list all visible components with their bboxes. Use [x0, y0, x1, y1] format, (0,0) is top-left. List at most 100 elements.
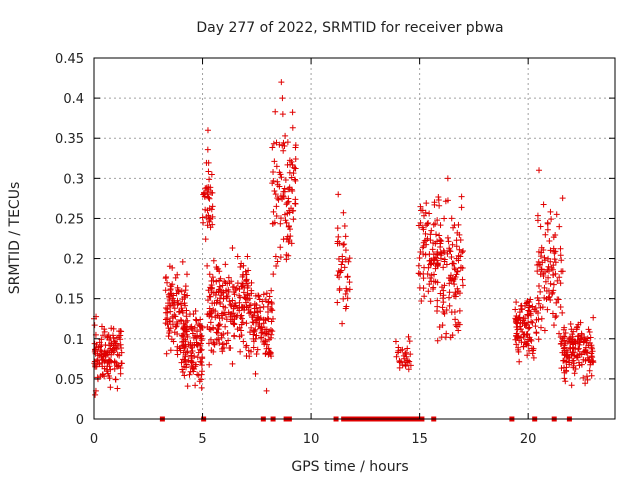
data-point [545, 287, 552, 294]
data-point [266, 328, 273, 335]
data-point [227, 301, 234, 308]
data-point [168, 283, 175, 290]
data-point [279, 111, 286, 118]
data-point [181, 363, 188, 370]
data-point [540, 272, 547, 279]
data-point [561, 375, 568, 382]
data-point [520, 343, 527, 350]
data-point [405, 366, 412, 373]
data-point [236, 333, 243, 340]
data-point [166, 328, 173, 335]
data-point [404, 345, 411, 352]
data-point [250, 319, 257, 326]
data-point [335, 255, 342, 262]
data-point [165, 300, 172, 307]
data-point [529, 319, 536, 326]
data-point [252, 326, 259, 333]
data-point [246, 302, 253, 309]
data-point [547, 258, 554, 265]
data-point [215, 312, 222, 319]
data-point [194, 342, 201, 349]
data-point [96, 352, 103, 359]
data-point [106, 356, 113, 363]
data-point [222, 279, 229, 286]
data-point [277, 244, 284, 251]
data-point [449, 241, 456, 248]
data-point [184, 383, 191, 390]
data-point [415, 270, 422, 277]
data-point [239, 304, 246, 311]
data-point [268, 300, 275, 307]
data-point [286, 236, 293, 243]
data-point [520, 317, 527, 324]
data-point [284, 210, 291, 217]
data-point [586, 328, 593, 335]
data-point [587, 359, 594, 366]
data-point [205, 194, 212, 201]
data-point [534, 310, 541, 317]
data-point [514, 334, 521, 341]
data-point [244, 291, 251, 298]
data-point [526, 302, 533, 309]
data-point [111, 365, 118, 372]
data-point [169, 295, 176, 302]
data-point [170, 302, 177, 309]
data-point [420, 212, 427, 219]
x-axis: 0 5 10 15 20 [90, 58, 536, 447]
data-point [586, 356, 593, 363]
data-point [112, 376, 119, 383]
data-point [268, 287, 275, 294]
data-point [580, 374, 587, 381]
data-point [94, 374, 101, 381]
data-point [204, 127, 211, 134]
data-point [446, 280, 453, 287]
data-point [267, 305, 274, 312]
data-point [205, 340, 212, 347]
data-point [243, 342, 250, 349]
data-point [190, 334, 197, 341]
data-point [336, 274, 343, 281]
data-point [179, 309, 186, 316]
data-point [403, 353, 410, 360]
data-point [533, 329, 540, 336]
data-point [561, 324, 568, 331]
data-point [234, 253, 241, 260]
data-point [273, 139, 280, 146]
data-point [253, 351, 260, 358]
data-point [541, 284, 548, 291]
data-point [284, 199, 291, 206]
data-point [459, 265, 466, 272]
data-point [538, 324, 545, 331]
data-point [523, 340, 530, 347]
data-point [290, 216, 297, 223]
data-point [202, 185, 209, 192]
data-point [342, 290, 349, 297]
data-point [114, 351, 121, 358]
data-point [535, 261, 542, 268]
data-point [400, 352, 407, 359]
data-point [341, 241, 348, 248]
data-point [435, 196, 442, 203]
data-point [443, 306, 450, 313]
data-point [216, 315, 223, 322]
data-point [434, 249, 441, 256]
data-point [535, 316, 542, 323]
data-point [513, 333, 520, 340]
data-point [563, 359, 570, 366]
data-point [248, 287, 255, 294]
data-point [550, 245, 557, 252]
data-point [345, 258, 352, 265]
data-point [571, 353, 578, 360]
data-point [547, 280, 554, 287]
data-point [566, 335, 573, 342]
data-point [446, 289, 453, 296]
data-point [237, 294, 244, 301]
data-point [282, 217, 289, 224]
data-point [222, 261, 229, 268]
data-point [546, 237, 553, 244]
data-point [266, 293, 273, 300]
data-point [583, 337, 590, 344]
data-point [206, 271, 213, 278]
data-point [176, 308, 183, 315]
data-point [166, 296, 173, 303]
